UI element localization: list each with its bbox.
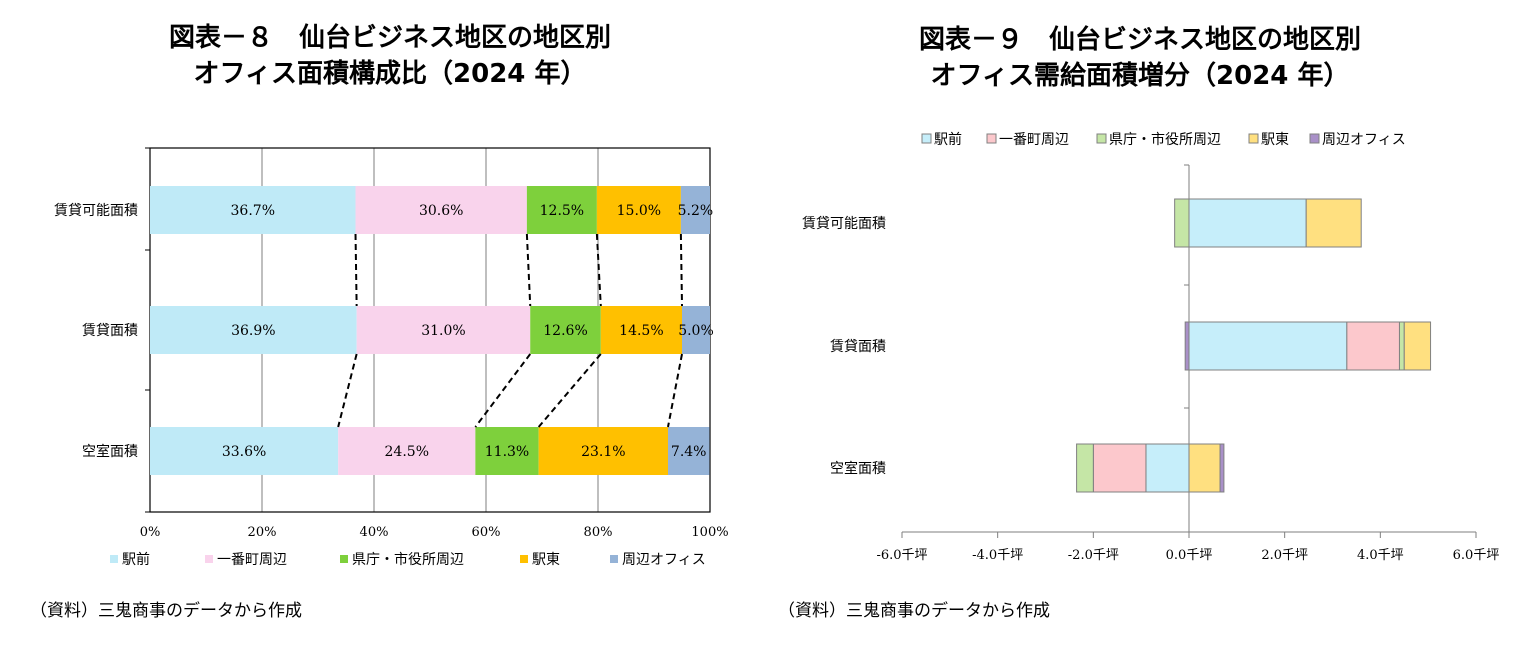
chart-8-connector-line	[537, 353, 602, 428]
chart-8-legend-swatch	[610, 555, 618, 563]
chart-8-legend-swatch	[340, 555, 348, 563]
chart-9-bar-segment	[1305, 198, 1362, 248]
chart-8-data-label: 30.6%	[419, 203, 463, 219]
chart-8-bar-segment	[530, 306, 601, 354]
chart-8-bar-segment	[680, 186, 710, 234]
chart-8-legend-label: 県庁・市役所周辺	[352, 551, 464, 568]
chart-8-connector-line	[525, 233, 532, 307]
chart-9-bar-segment	[1188, 443, 1221, 493]
chart-8-bar-segment	[600, 306, 682, 354]
chart-9-legend-swatch	[1096, 133, 1107, 144]
chart-8-data-label: 14.5%	[619, 323, 663, 339]
chart-9-x-tick-label: 6.0千坪	[1453, 548, 1500, 563]
chart-8-legend-label: 周辺オフィス	[622, 552, 706, 568]
chart-8-bar-segment	[596, 186, 681, 234]
chart-9-x-tick-label: -4.0千坪	[972, 548, 1023, 563]
chart-9-bar-segment	[1403, 321, 1432, 371]
chart-9-category-label: 賃貸可能面積	[802, 216, 886, 232]
chart-8-source-note: （資料）三鬼商事のデータから作成	[30, 601, 302, 621]
chart-8-x-tick-label: 0%	[140, 525, 161, 540]
chart-9-x-tick-label: 2.0千坪	[1261, 548, 1308, 563]
chart-9-legend-label: 県庁・市役所周辺	[1109, 131, 1221, 148]
chart-9-bar-segment	[1188, 321, 1348, 371]
chart-9-x-tick-label: -6.0千坪	[876, 548, 927, 563]
chart-9-legend-swatch	[1309, 133, 1320, 144]
chart-8-connector-line	[337, 353, 358, 428]
chart-8-x-tick-label: 60%	[472, 525, 501, 540]
chart-8-bar-segment	[682, 306, 710, 354]
chart-9-legend-label: 一番町周辺	[999, 132, 1069, 148]
chart-9-bar-segment	[1188, 198, 1307, 248]
chart-8-bar-segment	[338, 427, 476, 475]
chart-8-legend-label: 駅前	[122, 551, 150, 568]
chart-9-legend-label: 周辺オフィス	[1322, 132, 1406, 148]
chart-8-x-tick-label: 20%	[248, 525, 277, 540]
chart-8-legend-swatch	[110, 555, 118, 563]
chart-8-connector-line	[474, 353, 532, 428]
chart-8-data-label: 36.7%	[231, 203, 275, 219]
chart-8-data-label: 23.1%	[581, 444, 625, 460]
chart-8-bar-segment	[356, 306, 531, 354]
chart-8-bar-segment	[475, 427, 539, 475]
chart-8-data-label: 15.0%	[617, 203, 661, 219]
chart-8-x-tick-label: 100%	[691, 525, 728, 540]
chart-9-bar-segment	[1184, 321, 1190, 371]
chart-8-title-line2: オフィス面積構成比（2024 年）	[193, 59, 587, 89]
chart-8-title: 図表－８ 仙台ビジネス地区の地区別 オフィス面積構成比（2024 年）	[40, 20, 740, 92]
chart-8-data-label: 5.2%	[678, 203, 714, 219]
chart-8-category-label: 賃貸面積	[82, 323, 138, 339]
chart-9-bar-segment	[1346, 321, 1400, 371]
chart-8-data-label: 33.6%	[222, 444, 266, 460]
chart-9-title-line2: オフィス需給面積増分（2024 年）	[930, 61, 1350, 91]
chart-8-bar-segment	[668, 427, 710, 475]
chart-9-x-tick-label: 0.0千坪	[1166, 548, 1213, 563]
chart-8-data-label: 24.5%	[385, 444, 429, 460]
chart-8-bar-segment	[150, 306, 357, 354]
chart-8-bar-segment	[526, 186, 597, 234]
chart-8-bar-segment	[150, 427, 339, 475]
chart-9-category-label: 空室面積	[830, 460, 886, 477]
chart-9-category-label: 賃貸面積	[830, 339, 886, 355]
chart-9-bar-segment	[1145, 443, 1190, 493]
chart-8-connector-line	[679, 233, 683, 307]
chart-8-connector-line	[667, 353, 683, 428]
chart-9-legend-swatch	[1248, 133, 1259, 144]
chart-9-bar-segment	[1076, 443, 1094, 493]
chart-9-title-line1: 図表－９ 仙台ビジネス地区の地区別	[918, 25, 1361, 55]
chart-9-legend-label: 駅東	[1261, 132, 1289, 148]
chart-9-legend-swatch	[986, 133, 997, 144]
chart-9-x-tick-label: 4.0千坪	[1357, 548, 1404, 563]
chart-8-data-label: 31.0%	[421, 323, 465, 339]
chart-9-legend-swatch	[921, 133, 932, 144]
chart-8-data-label: 12.5%	[540, 203, 584, 219]
chart-8-connector-line	[354, 233, 358, 307]
chart-8-title-line1: 図表－８ 仙台ビジネス地区の地区別	[168, 23, 611, 53]
chart-9-title: 図表－９ 仙台ビジネス地区の地区別 オフィス需給面積増分（2024 年）	[760, 22, 1520, 94]
chart-8-data-label: 36.9%	[231, 323, 275, 339]
chart-9-source-note: （資料）三鬼商事のデータから作成	[778, 601, 1050, 621]
chart-9-bar-segment	[1398, 321, 1405, 371]
chart-9-x-tick-label: -2.0千坪	[1068, 548, 1119, 563]
chart-9-bar-segment	[1174, 198, 1190, 248]
chart-8-legend-label: 一番町周辺	[217, 552, 287, 568]
chart-9-bar-segment	[1092, 443, 1147, 493]
chart-8-data-label: 11.3%	[485, 444, 529, 460]
chart-8-category-label: 賃貸可能面積	[54, 203, 138, 219]
chart-9-bar-segment	[1219, 443, 1225, 493]
chart-8-bar-segment	[538, 427, 668, 475]
chart-8-data-label: 5.0%	[678, 323, 714, 339]
chart-8-x-tick-label: 40%	[360, 525, 389, 540]
chart-9-legend-label: 駅前	[934, 131, 962, 148]
chart-8-data-label: 7.4%	[671, 444, 707, 460]
chart-8-legend-swatch	[205, 555, 213, 563]
chart-8-x-tick-label: 80%	[584, 525, 613, 540]
chart-8-category-label: 空室面積	[82, 443, 138, 460]
chart-8-legend-swatch	[520, 555, 528, 563]
chart-8-data-label: 12.6%	[543, 323, 587, 339]
chart-8-legend-label: 駅東	[532, 552, 560, 568]
chart-8-connector-line	[595, 233, 602, 307]
chart-8-bar-segment	[355, 186, 527, 234]
chart-8-bar-segment	[150, 186, 356, 234]
